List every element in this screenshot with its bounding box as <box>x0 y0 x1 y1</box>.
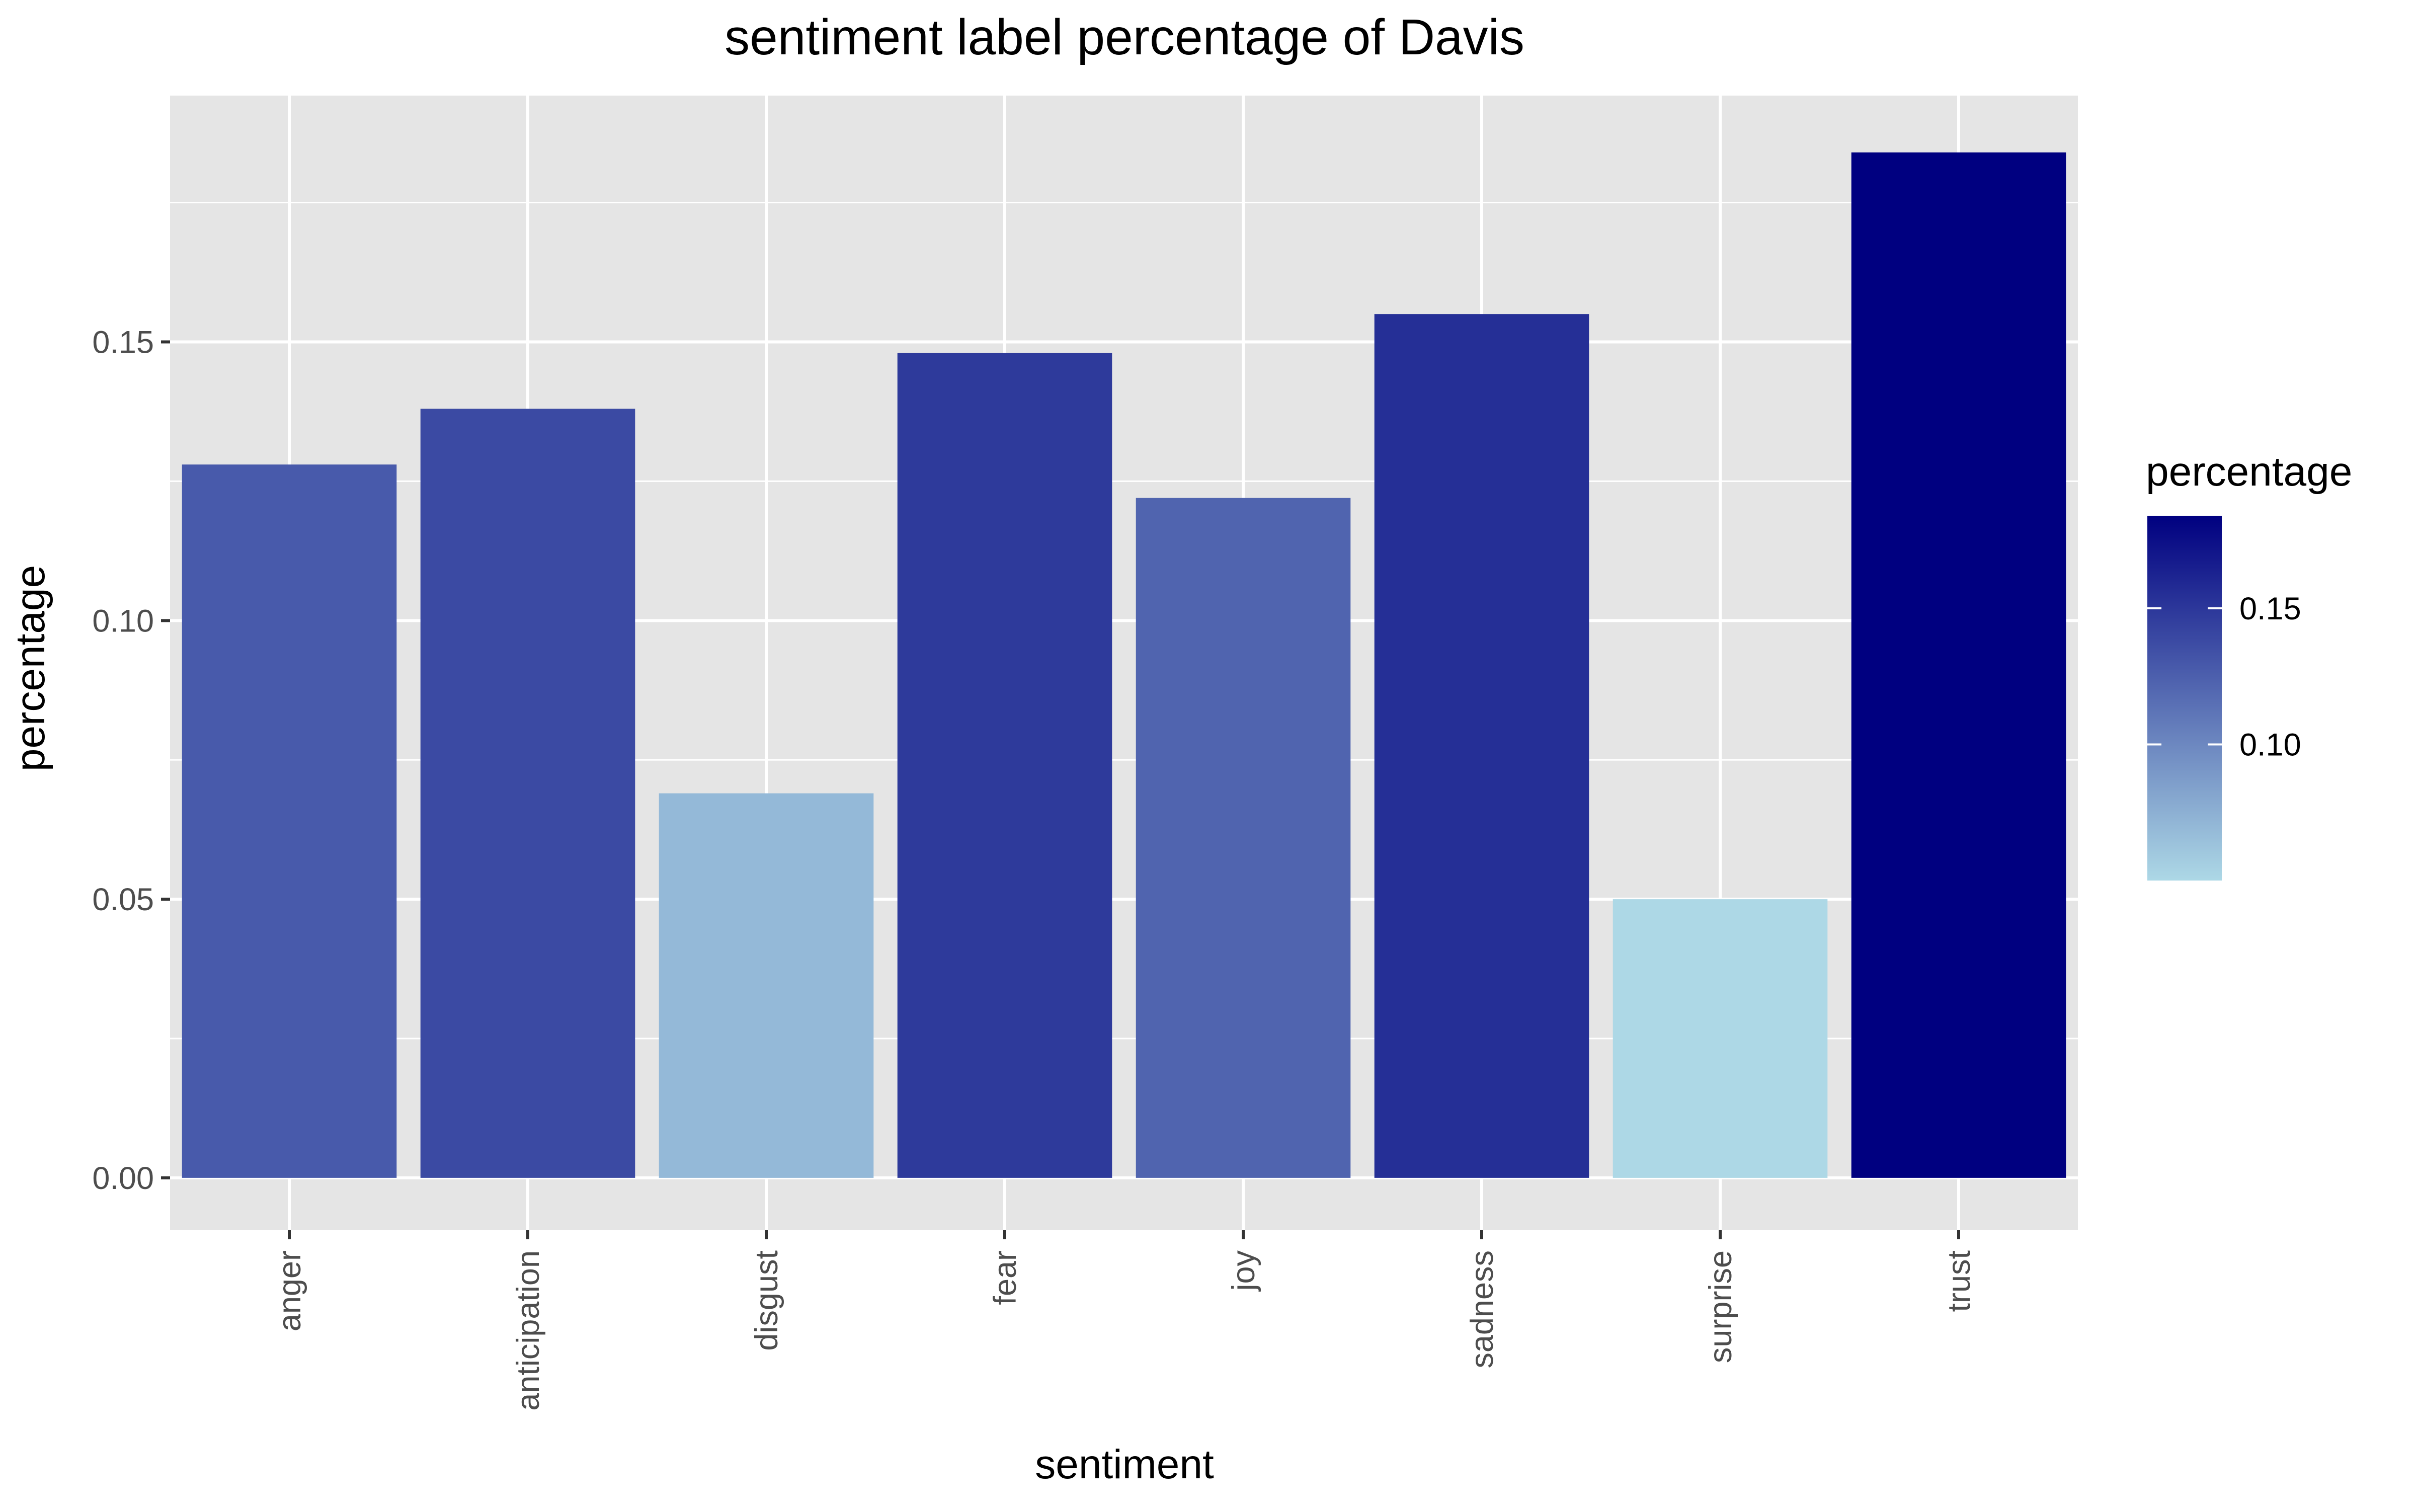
legend-tick-label: 0.10 <box>2239 727 2301 762</box>
x-tick-label: sadness <box>1465 1250 1500 1369</box>
x-tick-label: disgust <box>749 1250 784 1351</box>
y-axis: 0.00 0.05 0.10 0.15 <box>92 325 170 1196</box>
bar-anger <box>182 464 397 1178</box>
legend-colorbar <box>2147 516 2222 881</box>
plot-panel <box>170 96 2078 1230</box>
x-tick-label: fear <box>988 1250 1023 1305</box>
legend-tick-label: 0.15 <box>2239 591 2301 626</box>
y-tick-label: 0.15 <box>92 325 154 360</box>
x-tick-label: anger <box>272 1250 307 1331</box>
bar-trust <box>1851 152 2066 1178</box>
bar-sadness <box>1374 314 1589 1178</box>
bar-joy <box>1136 498 1351 1178</box>
y-axis-label: percentage <box>8 565 53 771</box>
y-tick-label: 0.00 <box>92 1161 154 1196</box>
x-tick-label: trust <box>1942 1250 1977 1312</box>
bar-disgust <box>659 793 874 1178</box>
legend-title: percentage <box>2146 449 2352 495</box>
x-tick-label: anticipation <box>511 1250 546 1411</box>
x-axis-label: sentiment <box>1035 1442 1214 1487</box>
bar-surprise <box>1613 899 1828 1178</box>
x-axis: anger anticipation disgust fear joy sadness su… <box>272 1230 1977 1411</box>
legend: 0.10 0.15 <box>2147 516 2301 881</box>
x-tick-label: surprise <box>1703 1250 1738 1363</box>
y-tick-label: 0.10 <box>92 603 154 639</box>
x-tick-label: joy <box>1226 1250 1261 1292</box>
chart-title: sentiment label percentage of Davis <box>725 9 1524 65</box>
bar-fear <box>897 353 1112 1178</box>
y-tick-label: 0.05 <box>92 882 154 917</box>
bar-anticipation <box>420 409 635 1178</box>
